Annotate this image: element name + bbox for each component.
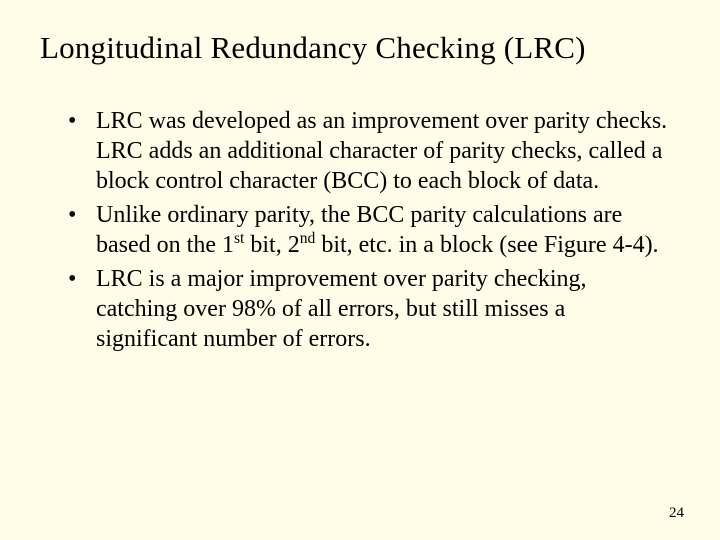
list-item: Unlike ordinary parity, the BCC parity c… [68, 200, 670, 260]
ordinal-suffix: st [234, 230, 244, 247]
bullet-text: ). [645, 232, 659, 258]
ordinal-suffix: nd [300, 230, 316, 247]
bullet-text: LRC is a major improvement over parity c… [96, 266, 587, 352]
list-item: LRC is a major improvement over parity c… [68, 264, 670, 354]
slide: Longitudinal Redundancy Checking (LRC) L… [0, 0, 720, 540]
slide-title: Longitudinal Redundancy Checking (LRC) [40, 30, 680, 66]
bullet-text: bit, etc. in a block ( [315, 232, 507, 258]
bullet-text: LRC was developed as an improvement over… [96, 108, 667, 194]
bullet-text: bit, 2 [244, 232, 299, 258]
list-item: LRC was developed as an improvement over… [68, 106, 670, 196]
bullet-list: LRC was developed as an improvement over… [40, 106, 680, 354]
figure-reference: see Figure 4-4 [507, 232, 644, 258]
page-number: 24 [669, 505, 684, 522]
